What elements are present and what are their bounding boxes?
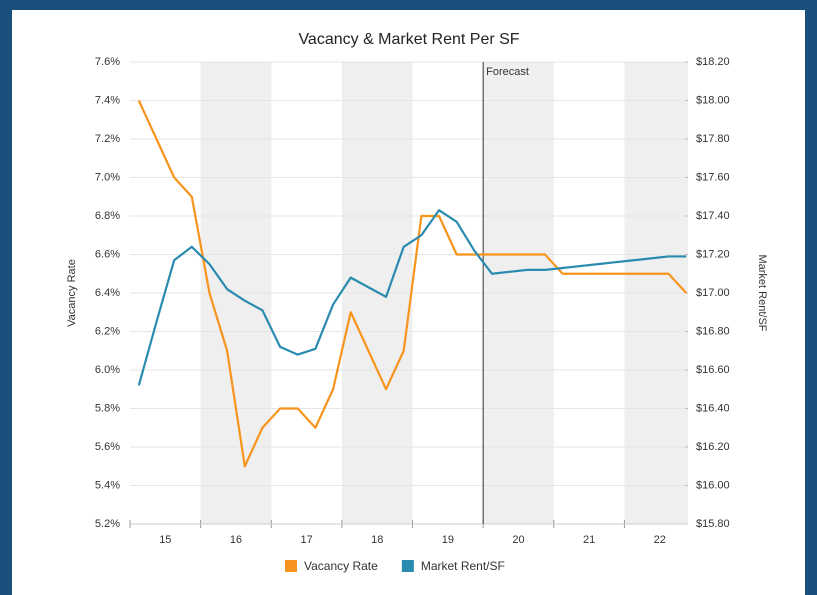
x-tick-label: 15 [159,534,171,546]
legend-label: Vacancy Rate [304,559,378,573]
y2-tick-label: $17.00 [696,287,730,299]
legend-swatch [401,560,414,572]
y2-tick-label: $17.40 [696,210,730,222]
x-tick-label: 22 [654,534,666,546]
y2-tick-label: $17.60 [696,171,730,183]
y-tick-label: 6.2% [95,325,120,337]
y-tick-label: 6.6% [95,248,120,260]
y2-tick-label: $16.80 [696,325,730,337]
y-tick-label: 7.0% [95,171,120,183]
chart-title: Vacancy & Market Rent Per SF [298,31,519,48]
x-tick-label: 19 [442,534,454,546]
x-tick-label: 16 [230,534,242,546]
y2-tick-label: $15.80 [696,518,730,530]
y-tick-label: 7.4% [95,94,120,106]
y2-tick-label: $18.00 [696,94,730,106]
y2-tick-label: $17.20 [696,248,730,260]
y-tick-label: 5.2% [95,518,120,530]
y-axis-label: Vacancy Rate [66,259,78,327]
y-tick-label: 6.4% [95,287,120,299]
series-line [137,100,688,468]
x-tick-label: 20 [512,534,524,546]
y-tick-label: 5.6% [95,441,120,453]
legend-label: Market Rent/SF [421,559,505,573]
y-tick-label: 5.4% [95,479,120,491]
legend-swatch [285,560,297,572]
y-tick-label: 7.6% [95,56,120,68]
x-tick-label: 17 [300,534,312,546]
x-tick-label: 18 [371,534,383,546]
y2-tick-label: $18.20 [696,56,730,68]
y2-tick-label: $16.40 [696,402,730,414]
x-tick-label: 21 [583,534,595,546]
y2-tick-label: $16.60 [696,364,730,376]
forecast-label: Forecast [486,66,529,78]
y2-axis-label: Market Rent/SF [756,254,768,331]
y2-tick-label: $16.20 [696,441,730,453]
y-tick-label: 6.8% [95,210,120,222]
y-tick-label: 5.8% [95,402,120,414]
y-tick-label: 7.2% [95,133,120,145]
y-tick-label: 6.0% [95,364,120,376]
series-line [137,209,687,386]
y2-tick-label: $16.00 [696,479,730,491]
y2-tick-label: $17.80 [696,133,730,145]
